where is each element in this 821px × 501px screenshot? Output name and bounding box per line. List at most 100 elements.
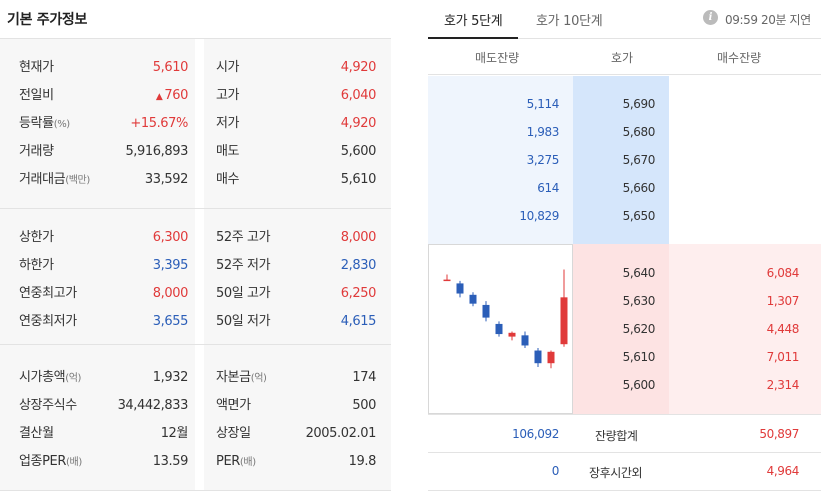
buy-price[interactable]: 5,620: [622, 322, 656, 336]
header-price: 호가: [611, 51, 634, 65]
info-value: 34,442,833: [118, 392, 189, 420]
info-value: 5,600: [340, 144, 377, 159]
shade-left: [0, 209, 195, 344]
buy-price[interactable]: 5,610: [622, 350, 656, 364]
info-label: 현재가: [19, 54, 54, 83]
info-label: 52주 고가: [216, 224, 271, 253]
candle-body: [469, 294, 477, 304]
candle-chart-svg: [443, 269, 568, 369]
sell-qty-block: [428, 76, 573, 244]
info-value: 5,610: [340, 172, 377, 187]
shade-right: [204, 209, 391, 344]
info-row: 하한가 3,395 52주 저가 2,830: [0, 252, 391, 280]
info-value: 1,932: [152, 364, 189, 392]
info-label: PER(배): [216, 448, 256, 477]
label-unit: (배): [239, 457, 256, 468]
info-value: 3,655: [152, 308, 189, 336]
range-section: [0, 209, 391, 344]
info-label: 50일 저가: [216, 308, 271, 337]
info-row: 결산월 12월 상장일 2005.02.01: [0, 420, 391, 448]
info-label: 50일 고가: [216, 280, 271, 309]
info-value: 4,920: [340, 60, 377, 75]
buy-price-block: [573, 244, 669, 414]
label-text: 상장주식수: [19, 398, 77, 413]
info-label: 거래대금(백만): [19, 166, 90, 195]
sell-price[interactable]: 5,680: [622, 125, 656, 139]
info-label: 시가: [216, 54, 240, 83]
info-label: 상장주식수: [19, 392, 77, 421]
info-icon[interactable]: i: [703, 10, 718, 25]
info-value: 500: [352, 398, 376, 413]
info-value: 174: [352, 370, 376, 385]
label-text: 상한가: [19, 230, 54, 245]
info-row: 상장주식수 34,442,833 액면가 500: [0, 392, 391, 420]
candle-body: [495, 323, 503, 335]
info-row: 전일비 ▲ 760 고가 6,040: [0, 82, 391, 110]
label-unit: (백만): [65, 175, 90, 186]
value-text: 3,395: [152, 258, 189, 273]
candle: [456, 280, 464, 298]
candle: [521, 331, 529, 348]
info-label: 상한가: [19, 224, 54, 253]
value-text: 1,932: [152, 370, 189, 385]
buy-qty-block: [669, 244, 821, 414]
info-value: 2005.02.01: [305, 426, 377, 441]
shade-right: [204, 39, 391, 208]
info-value: 8,000: [340, 230, 377, 245]
active-tab-indicator: [428, 37, 518, 39]
header-sell-qty: 매도잔량: [475, 51, 520, 65]
candle: [534, 348, 542, 367]
label-text: 하한가: [19, 258, 54, 273]
sell-price[interactable]: 5,660: [622, 181, 656, 195]
tab-orderbook-5[interactable]: 호가 5단계: [444, 14, 503, 29]
header-buy-qty: 매수잔량: [717, 51, 762, 65]
info-label: 하한가: [19, 252, 54, 281]
value-text: 760: [164, 88, 188, 103]
buy-price[interactable]: 5,600: [622, 378, 656, 392]
section-divider: [0, 344, 391, 345]
info-value: 2,830: [340, 258, 377, 273]
candle: [508, 331, 516, 341]
info-value: 3,395: [152, 252, 189, 280]
basic-info-title: 기본 주가정보: [7, 12, 88, 28]
label-text: 거래량: [19, 144, 54, 159]
after-hours-buy-qty: 4,964: [766, 464, 800, 478]
info-value: 33,592: [145, 166, 188, 194]
label-text: 50일 저가: [216, 314, 271, 329]
orderbook-panel: 호가 5단계 호가 10단계 i 09:59 20분 지연 매도잔량 호가 매수…: [428, 0, 821, 501]
totals-divider: [428, 414, 821, 415]
candle-body: [547, 351, 555, 364]
info-value: 4,615: [340, 314, 377, 329]
sell-price[interactable]: 5,650: [622, 209, 656, 223]
info-row: 시가총액(억) 1,932 자본금(억) 174: [0, 364, 391, 392]
value-text: 3,655: [152, 314, 189, 329]
label-text: 50일 고가: [216, 286, 271, 301]
info-label: 저가: [216, 110, 240, 139]
total-buy-qty: 50,897: [759, 427, 799, 441]
sell-price[interactable]: 5,690: [622, 97, 656, 111]
sell-price[interactable]: 5,670: [622, 153, 656, 167]
label-text: 거래대금: [19, 172, 66, 187]
info-value: ▲ 760: [156, 82, 189, 111]
basic-info-panel: 기본 주가정보 현재가 5,610 시가 4,920 전일비 ▲ 760 고가 6,040 등락률…: [0, 0, 391, 501]
candle: [469, 292, 477, 307]
candle-body: [482, 304, 490, 318]
tab-orderbook-10[interactable]: 호가 10단계: [536, 14, 603, 29]
buy-price[interactable]: 5,630: [622, 294, 656, 308]
after-hours-divider: [428, 452, 821, 453]
mini-candle-chart: [428, 244, 573, 414]
buy-price[interactable]: 5,640: [622, 266, 656, 280]
info-label: 거래량: [19, 138, 54, 167]
info-label: 시가총액(억): [19, 364, 81, 393]
candle-body: [560, 297, 568, 345]
candle: [560, 269, 568, 347]
candle: [443, 274, 451, 282]
info-value: 4,920: [340, 116, 377, 131]
info-label: 업종PER(배): [19, 448, 82, 477]
buy-qty: 6,084: [766, 266, 800, 280]
info-label: 자본금(억): [216, 364, 267, 393]
orderbook-header: 매도잔량 호가 매수잔량: [428, 39, 821, 75]
value-text: 5,610: [152, 60, 189, 75]
label-text: 자본금: [216, 370, 251, 385]
candle: [495, 321, 503, 337]
